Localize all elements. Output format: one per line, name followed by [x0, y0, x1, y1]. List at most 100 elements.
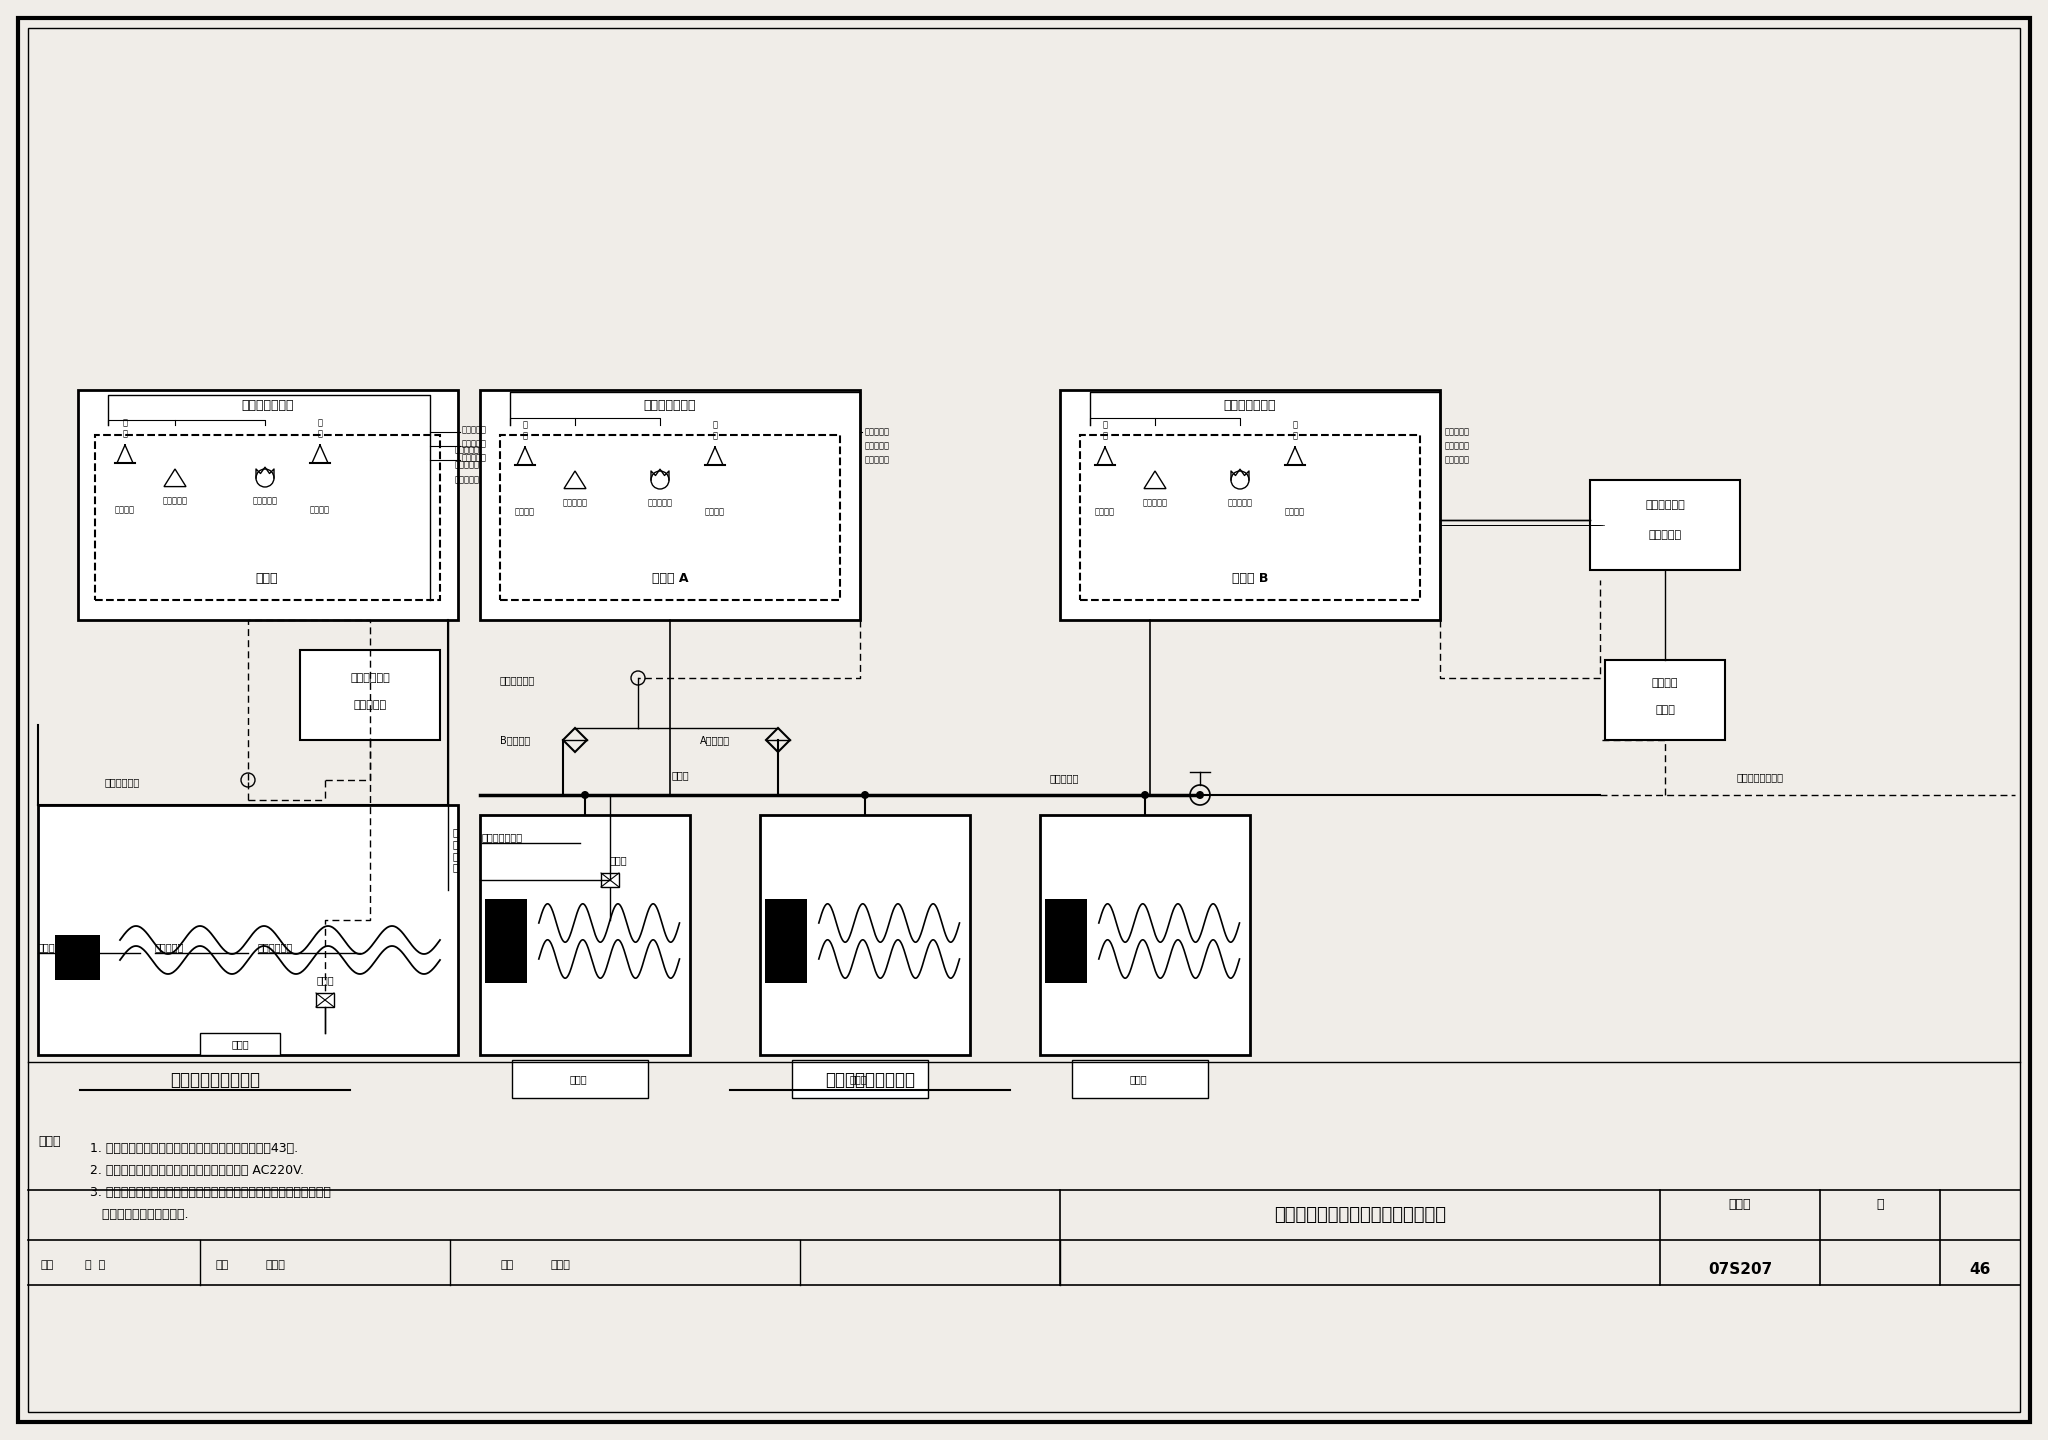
Circle shape	[582, 791, 590, 799]
Circle shape	[1141, 791, 1149, 799]
Text: 灭火剂输送管道: 灭火剂输送管道	[1225, 399, 1276, 412]
Text: 1. 低压二氧化碳灭火系统主要组件功能详见本图集第43页.: 1. 低压二氧化碳灭火系统主要组件功能详见本图集第43页.	[90, 1142, 299, 1155]
Text: 灭火剂输送管道: 灭火剂输送管道	[643, 399, 696, 412]
Text: 远程集中: 远程集中	[1653, 678, 1677, 688]
Bar	[791, 1060, 928, 1099]
Text: 联动设备: 联动设备	[1096, 507, 1114, 517]
Text: 刘战军: 刘战军	[551, 1260, 569, 1270]
Text: 情报指示灯: 情报指示灯	[463, 439, 487, 448]
Text: 防护区 B: 防护区 B	[1231, 572, 1268, 585]
Text: 自锁压力开关: 自锁压力开关	[104, 778, 139, 788]
Text: 整体式低压二氧化碳灭火系统原理图: 整体式低压二氧化碳灭火系统原理图	[1274, 1207, 1446, 1224]
Text: 情报指示灯: 情报指示灯	[455, 461, 479, 469]
Text: 联动设备: 联动设备	[1284, 507, 1305, 517]
Text: 集流管: 集流管	[672, 770, 688, 780]
Circle shape	[1196, 791, 1204, 799]
Text: 控
制
线
路: 控 制 线 路	[453, 828, 459, 873]
Bar	[500, 435, 840, 600]
Text: 喷
嘴: 喷 嘴	[713, 420, 717, 441]
Bar	[315, 994, 334, 1007]
Text: 杜  鹏: 杜 鹏	[86, 1260, 104, 1270]
Text: 控制线路（总线）: 控制线路（总线）	[1737, 772, 1784, 782]
Text: 3. 本图集整体式低压二氧化碳灭火系统根据四川威龙消防设备有限公司: 3. 本图集整体式低压二氧化碳灭火系统根据四川威龙消防设备有限公司	[90, 1187, 332, 1200]
Bar	[485, 899, 526, 984]
Text: 图集号: 图集号	[1729, 1198, 1751, 1211]
Bar	[479, 390, 860, 621]
Text: 天火剂充装口: 天火剂充装口	[258, 942, 293, 952]
Text: 自锁压力开关: 自锁压力开关	[500, 675, 535, 685]
Text: 声光报警器: 声光报警器	[1446, 428, 1470, 436]
Text: 接线盒: 接线盒	[850, 1074, 868, 1084]
Text: 页: 页	[1876, 1198, 1884, 1211]
Text: 喷
嘴: 喷 嘴	[1292, 420, 1298, 441]
Text: 校对: 校对	[215, 1260, 227, 1270]
Text: 手动控制盒: 手动控制盒	[463, 454, 487, 462]
Bar	[512, 1060, 647, 1099]
Text: 联动设备: 联动设备	[705, 507, 725, 517]
Text: 控制、显示面板: 控制、显示面板	[39, 942, 80, 952]
Text: 罗定元: 罗定元	[264, 1260, 285, 1270]
Text: B区选择阀: B区选择阀	[500, 734, 530, 744]
Bar	[1079, 435, 1419, 600]
Text: 声光报警器: 声光报警器	[864, 428, 891, 436]
Text: 火灾自动报警: 火灾自动报警	[1645, 500, 1686, 510]
Text: 接线盒: 接线盒	[1130, 1074, 1147, 1084]
Bar	[600, 873, 618, 887]
Text: 审核: 审核	[41, 1260, 53, 1270]
Bar	[766, 899, 807, 984]
Text: 设计: 设计	[500, 1260, 514, 1270]
Bar	[201, 1032, 281, 1056]
Text: 天火控制器: 天火控制器	[354, 700, 387, 710]
Bar	[760, 815, 971, 1056]
Bar	[94, 435, 440, 600]
Text: 情报指示灯: 情报指示灯	[1446, 442, 1470, 451]
Text: 天火控制器: 天火控制器	[1649, 530, 1681, 540]
Text: 情报指示灯: 情报指示灯	[864, 442, 891, 451]
Text: 安全泄压阀: 安全泄压阀	[1051, 773, 1079, 783]
Text: 感温探测器: 感温探测器	[647, 498, 672, 507]
Bar	[55, 935, 100, 981]
Bar	[39, 805, 459, 1056]
Text: 接线盒: 接线盒	[231, 1040, 248, 1048]
Bar	[1071, 1060, 1208, 1099]
Text: 联动设备: 联动设备	[514, 507, 535, 517]
Circle shape	[860, 791, 868, 799]
Text: 感温探测器: 感温探测器	[1227, 498, 1253, 507]
Text: 手动控制盒: 手动控制盒	[864, 455, 891, 465]
Text: 喷
嘴: 喷 嘴	[317, 419, 322, 438]
Bar	[78, 390, 459, 621]
Text: 防护区: 防护区	[256, 572, 279, 585]
Bar	[299, 649, 440, 740]
Text: 07S207: 07S207	[1708, 1263, 1772, 1277]
Text: 单元独立系统原理图: 单元独立系统原理图	[170, 1071, 260, 1089]
Text: 主控阀: 主控阀	[610, 855, 627, 865]
Text: 联动设备: 联动设备	[115, 505, 135, 514]
Text: 手动控制盒: 手动控制盒	[1446, 455, 1470, 465]
Text: 控制柜: 控制柜	[1655, 706, 1675, 716]
Bar	[1044, 899, 1087, 984]
Text: 说明：: 说明：	[39, 1135, 61, 1148]
Text: A区选择阀: A区选择阀	[700, 734, 731, 744]
Text: 气相平衡口: 气相平衡口	[156, 942, 184, 952]
Text: 声光报警器: 声光报警器	[455, 445, 479, 455]
Bar	[1606, 660, 1724, 740]
Text: 感烟探测器: 感烟探测器	[563, 498, 588, 507]
Text: 组合分配系统原理图: 组合分配系统原理图	[825, 1071, 915, 1089]
Text: 感温探测器: 感温探测器	[252, 495, 276, 505]
Text: 感烟探测器: 感烟探测器	[162, 495, 188, 505]
Text: 联动设备: 联动设备	[309, 505, 330, 514]
Text: 手动控制盒: 手动控制盒	[455, 475, 479, 484]
Bar	[1040, 815, 1249, 1056]
Text: 灭火剂输送管道: 灭火剂输送管道	[242, 399, 295, 412]
Text: 喷
嘴: 喷 嘴	[1102, 420, 1108, 441]
Bar	[1061, 390, 1440, 621]
Text: 喷
嘴: 喷 嘴	[522, 420, 528, 441]
Text: 防护区 A: 防护区 A	[651, 572, 688, 585]
Text: 提供的技术资料进行编制.: 提供的技术资料进行编制.	[90, 1208, 188, 1221]
Text: 接线盒: 接线盒	[569, 1074, 588, 1084]
Text: 控制、显示面板: 控制、显示面板	[481, 832, 522, 842]
Text: 感烟探测器: 感烟探测器	[1143, 498, 1167, 507]
Text: 主控阀: 主控阀	[315, 975, 334, 985]
Text: 46: 46	[1970, 1263, 1991, 1277]
Text: 2. 制冷机组及装置控制器（柜）的供电电源为 AC220V.: 2. 制冷机组及装置控制器（柜）的供电电源为 AC220V.	[90, 1164, 303, 1176]
